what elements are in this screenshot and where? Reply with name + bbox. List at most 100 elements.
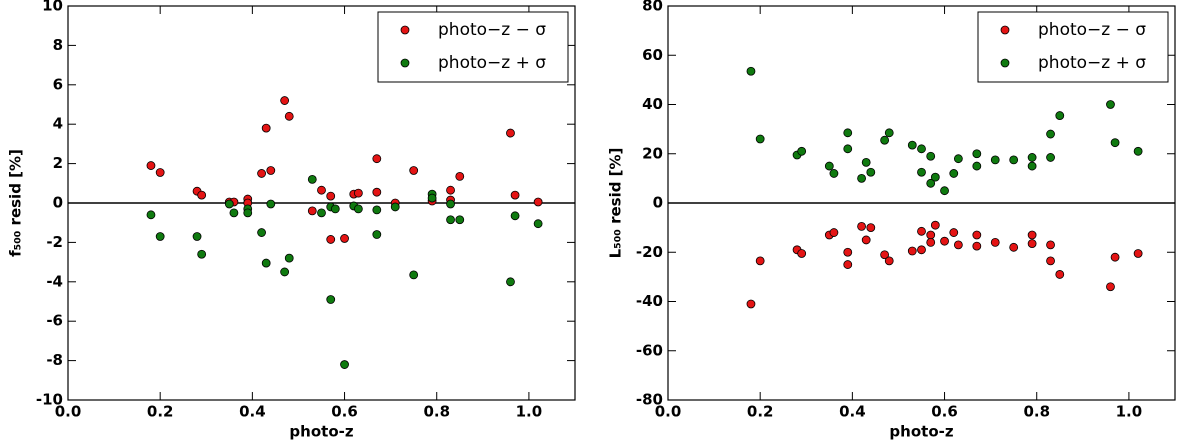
point xyxy=(330,204,340,214)
point xyxy=(372,205,382,215)
y-tick-label: 4 xyxy=(53,115,63,133)
x-tick-label: 1.0 xyxy=(516,403,543,421)
axes-frame xyxy=(67,5,576,401)
y-tick-label: 10 xyxy=(42,0,63,15)
x-tick-label: 0.2 xyxy=(147,403,174,421)
point xyxy=(257,228,266,237)
y-axis-label: L₅₀₀ resid [%] xyxy=(607,148,625,259)
point xyxy=(280,96,290,105)
point xyxy=(284,253,294,263)
point xyxy=(155,168,165,177)
legend-label: photo−z − σ xyxy=(1038,20,1146,40)
point xyxy=(953,154,963,164)
y-axis-label: f₅₀₀ resid [%] xyxy=(7,149,25,257)
point xyxy=(1027,239,1037,249)
point xyxy=(884,128,894,138)
point xyxy=(1055,111,1065,120)
point xyxy=(307,206,317,216)
x-tick-label: 0.4 xyxy=(239,403,266,421)
point xyxy=(949,228,959,237)
point xyxy=(926,151,936,161)
point xyxy=(829,228,839,237)
point xyxy=(990,237,1000,247)
point xyxy=(506,128,515,138)
point xyxy=(1106,282,1115,292)
y-tick-label: 8 xyxy=(53,36,63,54)
point xyxy=(446,199,455,209)
point xyxy=(409,166,419,175)
point xyxy=(884,256,894,266)
point xyxy=(857,173,866,183)
panel: 0.0 0.2 0.4 0.6 0.8 1.0 -80 -60 -40 -20 0 20 40 60 80 p… xyxy=(607,0,1176,441)
legend-box xyxy=(977,11,1169,83)
point xyxy=(372,154,382,164)
point xyxy=(390,202,400,212)
y-tick-label: -8 xyxy=(46,351,63,369)
y-tick-label: 40 xyxy=(642,95,663,113)
point xyxy=(307,174,317,184)
y-tick-label: -10 xyxy=(36,391,63,409)
point xyxy=(746,66,756,76)
point xyxy=(829,169,839,178)
y-tick-label: -40 xyxy=(636,292,663,310)
point xyxy=(1046,240,1055,250)
point xyxy=(533,219,543,229)
y-tick-label: 0 xyxy=(653,194,663,212)
x-tick-label: 0.4 xyxy=(839,403,866,421)
point xyxy=(797,249,807,258)
legend-marker xyxy=(400,25,410,35)
point xyxy=(907,140,917,150)
point xyxy=(261,123,271,133)
point xyxy=(824,161,834,171)
x-tick-label: 1.0 xyxy=(1116,403,1143,421)
point xyxy=(1133,249,1143,258)
point xyxy=(746,299,756,309)
y-tick-label: 80 xyxy=(642,0,663,15)
point xyxy=(340,234,349,243)
point xyxy=(326,235,336,244)
x-tick-label: 0.0 xyxy=(55,403,82,421)
x-axis-label: photo-z xyxy=(289,423,353,441)
point xyxy=(266,199,276,209)
point xyxy=(257,169,266,178)
point xyxy=(261,258,271,268)
point xyxy=(866,223,876,233)
y-tick-label: 60 xyxy=(642,46,663,64)
point xyxy=(533,197,543,207)
legend-label: photo−z + σ xyxy=(438,53,546,73)
point xyxy=(1009,155,1019,165)
point xyxy=(317,208,326,218)
point xyxy=(243,208,253,218)
point xyxy=(755,134,765,144)
point xyxy=(1046,256,1055,266)
point xyxy=(1027,161,1037,171)
legend-box xyxy=(377,11,569,83)
point xyxy=(266,166,276,175)
point xyxy=(510,211,520,221)
point xyxy=(930,172,940,182)
point xyxy=(953,240,963,250)
point xyxy=(197,190,207,200)
legend-marker xyxy=(1000,58,1010,68)
point xyxy=(372,230,382,239)
point xyxy=(409,270,419,280)
point xyxy=(972,161,982,171)
point xyxy=(797,146,807,156)
point xyxy=(1027,153,1037,162)
point xyxy=(866,167,876,177)
legend-marker xyxy=(400,58,410,68)
point xyxy=(1027,230,1037,240)
point xyxy=(940,186,949,196)
x-axis-label: photo-z xyxy=(889,423,953,441)
point xyxy=(1110,138,1120,148)
point xyxy=(1106,100,1115,109)
legend-label: photo−z − σ xyxy=(438,20,546,40)
point xyxy=(1055,270,1065,279)
point xyxy=(506,277,515,287)
point xyxy=(857,221,866,231)
point xyxy=(192,232,202,241)
y-tick-label: 2 xyxy=(53,154,63,172)
x-tick-label: 0.8 xyxy=(1023,403,1050,421)
point xyxy=(972,149,982,159)
